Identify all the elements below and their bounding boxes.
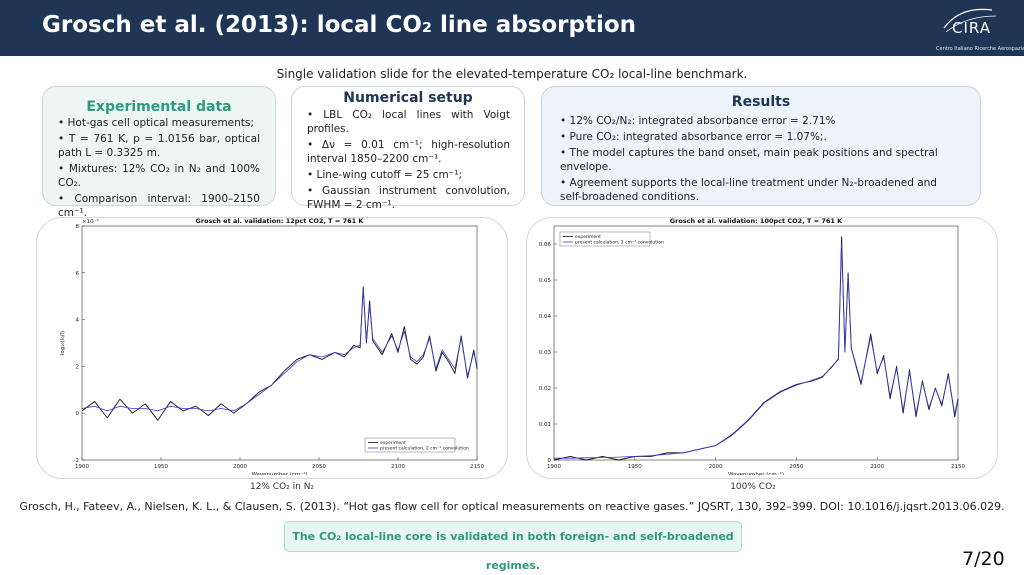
y-exponent-label: ×10⁻³ [82, 218, 99, 225]
y-tick-label: 4 [76, 318, 80, 324]
bullet-item: • Δν = 0.01 cm⁻¹; high-resolution interv… [307, 139, 510, 165]
x-axis-label: Wavenumber (cm⁻¹) [728, 471, 784, 475]
bullet-item: • Line-wing cutoff = 25 cm⁻¹; [307, 169, 463, 181]
x-tick-label: 2150 [951, 464, 965, 470]
x-tick-label: 1950 [628, 464, 642, 470]
card-title: Experimental data [86, 99, 232, 115]
right-plot-caption: 100% CO₂ [730, 482, 776, 492]
y-tick-label: -2 [74, 458, 79, 464]
chart-100pct-co2: Grosch et al. validation: 100pct CO2, T … [539, 217, 966, 475]
x-axis-label: Wavenumber (cm⁻¹) [251, 471, 307, 475]
bullet-item: • Hot-gas cell optical measurements; [58, 117, 254, 129]
y-tick-label: 8 [76, 224, 80, 230]
plot-area [81, 225, 478, 461]
y-axis-label: log₁₀(I₀/I) [60, 331, 66, 355]
x-tick-label: 1900 [75, 464, 89, 470]
x-tick-label: 1950 [154, 464, 168, 470]
x-tick-label: 2000 [233, 464, 247, 470]
bullet-item: • T = 761 K, p = 1.0156 bar, optical pat… [58, 133, 260, 159]
bullet-item: • Comparison interval: 1900–2150 cm⁻¹. [58, 193, 260, 219]
model-series-line [554, 243, 959, 459]
y-tick-label: 0.06 [539, 242, 552, 248]
legend-label: experiment [575, 234, 601, 240]
legend-box [559, 231, 651, 247]
chart-title: Grosch et al. validation: 100pct CO2, T … [670, 217, 843, 225]
y-tick-label: 6 [76, 271, 80, 277]
bullet-list: • 12% CO₂/N₂: integrated absorbance erro… [542, 110, 980, 204]
slide-subtitle: Single validation slide for the elevated… [276, 67, 748, 81]
y-tick-label: 2 [76, 364, 80, 370]
numerical-setup-card: Numerical setup • LBL CO₂ local lines wi… [291, 86, 525, 211]
bullet-item: • 12% CO₂/N₂: integrated absorbance erro… [560, 115, 836, 127]
x-tick-label: 1900 [547, 464, 561, 470]
y-tick-label: 0.02 [539, 386, 551, 392]
left-plot-caption: 12% CO₂ in N₂ [249, 482, 315, 492]
bullet-item: • The model captures the band onset, mai… [560, 147, 938, 173]
chart-title: Grosch et al. validation: 12pct CO2, T =… [196, 217, 365, 225]
bullet-list: • Hot-gas cell optical measurements; • T… [43, 115, 275, 220]
bullet-list: • LBL CO₂ local lines with Voigt profile… [292, 106, 524, 212]
y-tick-label: 0.01 [539, 422, 551, 428]
legend-label: present calculation, 2 cm⁻¹ convolution [380, 446, 469, 452]
logo-wordmark: CIRA [952, 19, 991, 37]
y-tick-label: 0.03 [539, 350, 552, 356]
reference-citation: Grosch, H., Fateev, A., Nielsen, K. L., … [19, 500, 1005, 513]
legend-box [364, 437, 456, 453]
x-tick-label: 2050 [312, 464, 326, 470]
page-number: 7/20 [962, 548, 1005, 570]
y-tick-label: 0 [548, 458, 552, 464]
y-tick-label: 0.04 [539, 314, 552, 320]
bullet-item: • Agreement supports the local-line trea… [560, 177, 937, 203]
legend-label: present calculation, 2 cm⁻¹ convolution [575, 240, 664, 246]
x-tick-label: 2000 [709, 464, 723, 470]
card-title: Numerical setup [343, 90, 473, 106]
title-bar: Grosch et al. (2013): local CO₂ line abs… [0, 0, 1024, 56]
chart-12pct-co2: Grosch et al. validation: 12pct CO2, T =… [60, 217, 484, 475]
model-series-line [81, 288, 478, 412]
logo-subtitle: Centro Italiano Ricerche Aerospaziali [936, 46, 1024, 52]
x-tick-label: 2100 [391, 464, 405, 470]
results-card: Results • 12% CO₂/N₂: integrated absorba… [541, 86, 981, 206]
x-tick-label: 2100 [870, 464, 884, 470]
bullet-item: • LBL CO₂ local lines with Voigt profile… [307, 109, 510, 135]
bullet-item: • Pure CO₂: integrated absorbance error … [560, 131, 827, 143]
y-tick-label: 0.05 [539, 278, 552, 284]
experimental-data-card: Experimental data • Hot-gas cell optical… [42, 86, 276, 219]
bullet-item: • Mixtures: 12% CO₂ in N₂ and 100% CO₂. [58, 163, 260, 189]
x-tick-label: 2050 [789, 464, 803, 470]
y-tick-label: 0 [76, 411, 80, 417]
cira-logo: CIRA Centro Italiano Ricerche Aerospazia… [936, 2, 1024, 56]
slide-title: Grosch et al. (2013): local CO₂ line abs… [42, 12, 637, 38]
takeaway-box: The CO₂ local-line core is validated in … [284, 521, 742, 572]
bullet-item: • Gaussian instrument convolution, FWHM … [307, 185, 510, 211]
legend-label: experiment [380, 440, 406, 446]
plot-area [553, 225, 959, 461]
card-title: Results [731, 94, 791, 110]
x-tick-label: 2150 [470, 464, 484, 470]
